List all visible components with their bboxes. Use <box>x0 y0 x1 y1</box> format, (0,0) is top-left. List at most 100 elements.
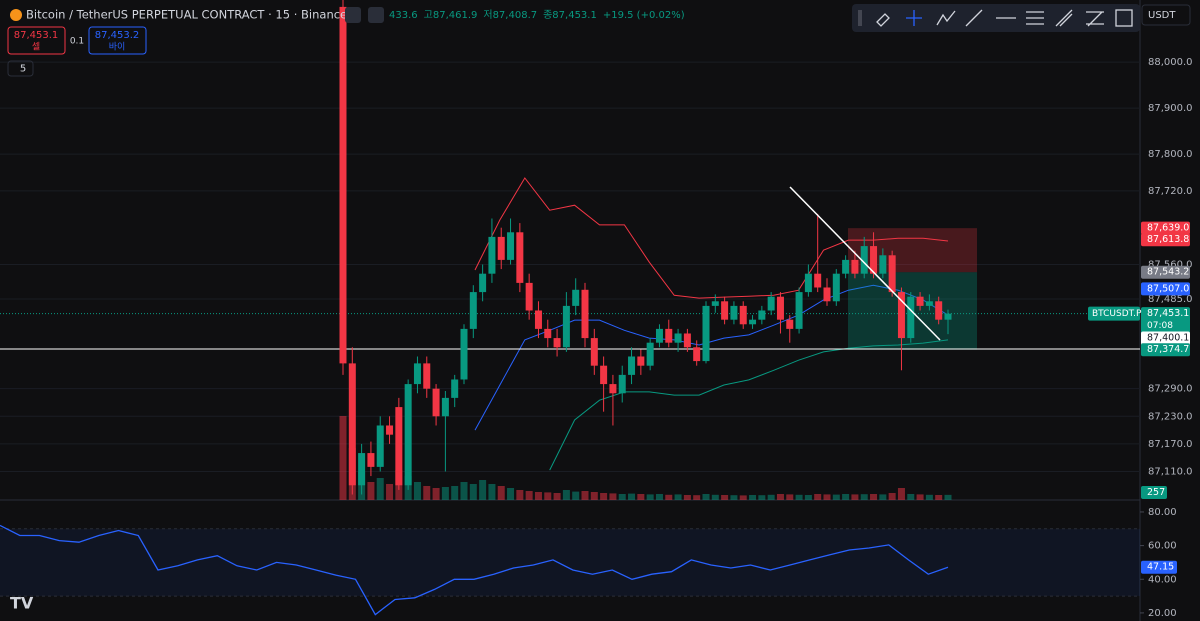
volume-bar <box>479 480 487 500</box>
ohlc-value: +19.5 (+0.02%) <box>603 10 685 21</box>
volume-bar <box>870 494 878 500</box>
rsi-marker <box>1141 560 1177 574</box>
price-marker <box>1141 307 1190 336</box>
coin-icon <box>10 9 22 21</box>
volume-bar <box>730 495 738 500</box>
candle-body <box>823 287 831 302</box>
candle-body <box>572 289 580 306</box>
candle-body <box>339 6 347 364</box>
price-marker-label: 87,507.0 <box>1147 283 1189 294</box>
spread: 0.1 <box>70 37 84 47</box>
volume-bar <box>665 494 673 500</box>
eye-icon[interactable] <box>345 7 361 23</box>
volume-bar <box>600 493 608 500</box>
candle-body <box>888 255 896 293</box>
candle-body <box>935 301 943 320</box>
candle-body <box>860 246 868 274</box>
volume-marker-label: 257 <box>1147 487 1165 498</box>
candle-body <box>804 273 812 293</box>
candle-body <box>879 255 887 274</box>
volume-bar <box>674 494 682 500</box>
volume-bar <box>860 494 868 500</box>
drag-handle[interactable] <box>858 10 862 26</box>
tv-logo: TV <box>10 594 34 613</box>
price-marker-label: 87,613.8 <box>1147 234 1189 245</box>
fib-tool[interactable] <box>1026 11 1044 25</box>
candle-body <box>581 289 589 339</box>
crosshair-tool[interactable] <box>906 10 922 26</box>
candle-body <box>925 301 933 306</box>
currency: USDT <box>1148 10 1176 21</box>
more-icon[interactable] <box>368 7 384 23</box>
candle-body <box>786 319 794 329</box>
sell-button[interactable] <box>7 26 66 55</box>
volume-bar <box>897 488 905 500</box>
candle-body <box>618 374 626 394</box>
volume-bar <box>758 495 766 500</box>
price-marker <box>1141 265 1190 279</box>
indicators-toggle[interactable] <box>7 60 34 77</box>
buy-button[interactable] <box>88 26 147 55</box>
candle-body <box>693 347 701 362</box>
trendline-tool[interactable] <box>965 9 983 27</box>
volume-bar <box>879 494 887 500</box>
y-tick-label: 87,720.0 <box>1148 186 1193 197</box>
band-line <box>474 177 949 299</box>
eraser-tool[interactable] <box>876 13 890 27</box>
candle-body <box>386 425 394 435</box>
volume-bar <box>488 484 496 500</box>
candle-body <box>553 338 561 348</box>
volume-bar <box>460 482 468 500</box>
volume-bar <box>553 493 561 500</box>
fullscreen-tool[interactable] <box>1115 9 1133 27</box>
volume-bar <box>944 494 952 500</box>
candle-body <box>413 363 421 385</box>
price-marker-label: 87,639.0 <box>1147 223 1189 234</box>
position-stop <box>848 228 977 273</box>
y-tick-label: 87,170.0 <box>1148 439 1193 450</box>
volume-bar <box>925 494 933 500</box>
candle-body <box>767 296 775 311</box>
candle-body <box>479 273 487 293</box>
symbol-tag-label: BTCUSDT.P <box>1092 309 1142 319</box>
candle-body <box>749 319 757 325</box>
candle-body <box>497 236 505 260</box>
volume-bar <box>646 494 654 500</box>
volume-bar <box>572 491 580 500</box>
channel-tool[interactable] <box>1055 9 1073 27</box>
volume-bar <box>851 494 859 500</box>
volume-bar <box>339 416 347 500</box>
volume-bar <box>637 494 645 500</box>
buy-label: 바이 <box>109 42 126 53</box>
volume-bar <box>693 495 701 500</box>
y-tick-label: 87,110.0 <box>1148 466 1193 477</box>
volume-bar <box>776 494 784 500</box>
volume-bar <box>795 494 803 500</box>
rsi-tick-label: 60.00 <box>1148 541 1177 552</box>
symbol-title[interactable]: Bitcoin / TetherUS PERPETUAL CONTRACT · … <box>26 8 347 22</box>
rsi-tick-label: 20.00 <box>1148 608 1177 619</box>
volume-bar <box>935 495 943 500</box>
volume-bar <box>497 486 505 500</box>
volume-bar <box>618 494 626 500</box>
brush-tool[interactable] <box>936 10 956 26</box>
candle-body <box>609 384 617 394</box>
candle-body <box>776 296 784 320</box>
symbol-tag <box>1088 306 1140 321</box>
volume-bar <box>655 494 663 500</box>
candle-body <box>944 313 952 320</box>
candle-body <box>358 453 366 486</box>
volume-bar <box>581 491 589 500</box>
sell-price: 87,453.1 <box>14 30 59 41</box>
candle-body <box>637 356 645 366</box>
band-line <box>549 339 949 471</box>
volume-bar <box>786 494 794 500</box>
pattern-tool[interactable] <box>1086 11 1104 27</box>
candle-body <box>758 310 766 320</box>
volume-bar <box>683 495 691 500</box>
price-marker <box>1141 343 1190 357</box>
price-marker <box>1141 331 1190 345</box>
y-tick-label: 87,900.0 <box>1148 103 1193 114</box>
currency-select[interactable] <box>1141 4 1191 26</box>
